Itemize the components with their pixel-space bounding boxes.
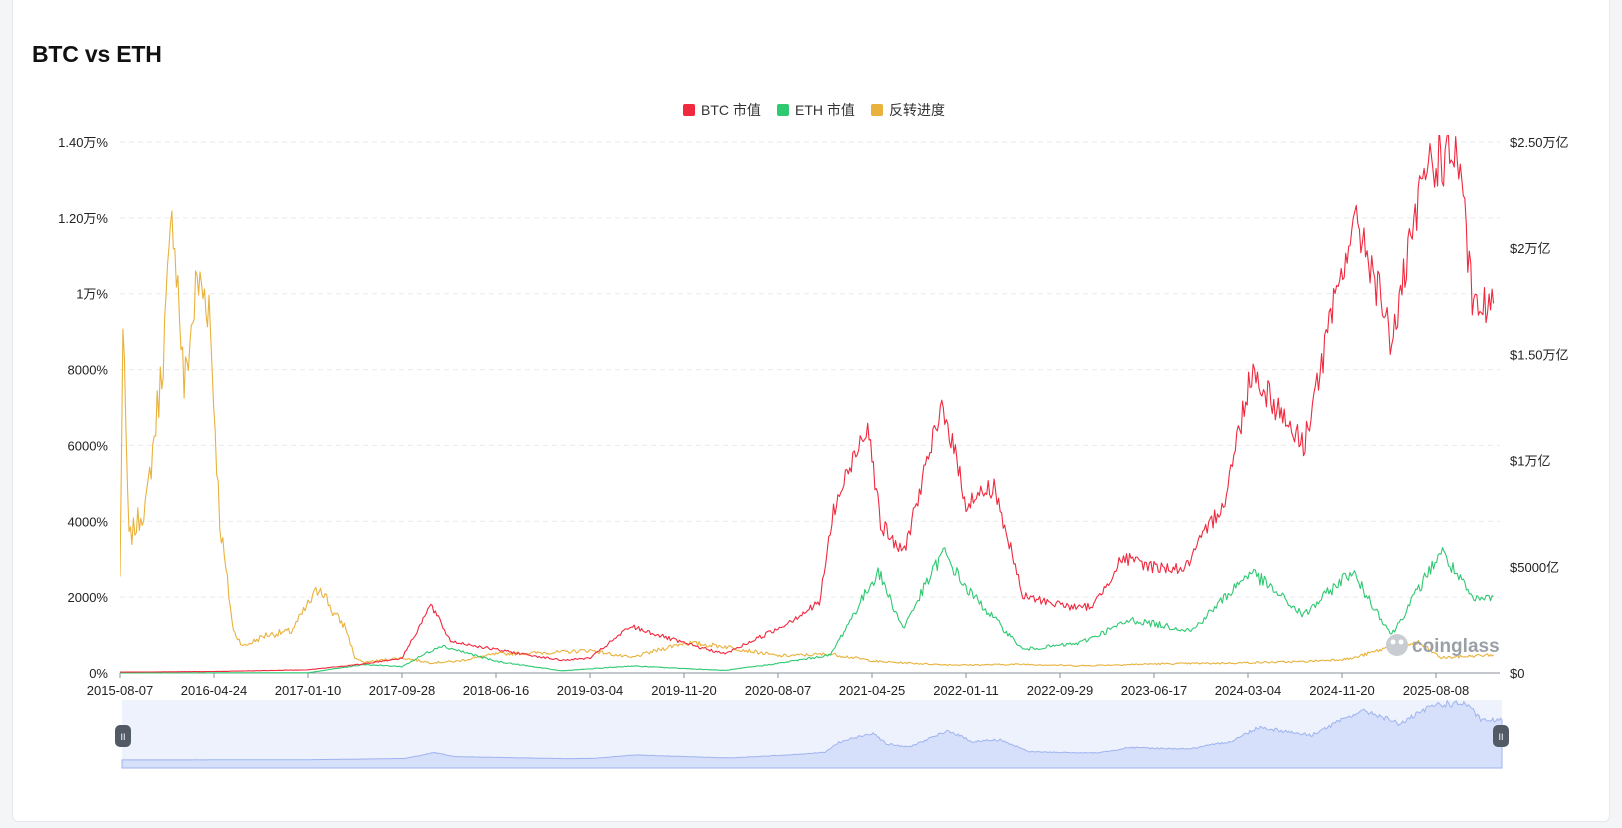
y-left-tick-label: 6000% — [68, 438, 109, 453]
x-tick-label: 2017-09-28 — [369, 683, 436, 698]
y-left-tick-label: 1.20万% — [58, 211, 108, 226]
slider-overview-area — [121, 699, 1503, 769]
handle-grip-icon: II — [120, 732, 125, 742]
x-tick-label: 2021-04-25 — [839, 683, 906, 698]
legend[interactable]: BTC 市值 ETH 市值 反转进度 — [683, 102, 945, 118]
zoom-slider[interactable]: II II — [115, 699, 1509, 769]
legend-swatch-icon — [683, 104, 695, 116]
series-line-btc — [120, 135, 1495, 673]
legend-item[interactable]: ETH 市值 — [777, 102, 855, 118]
coinglass-logo-eye-icon — [1390, 639, 1396, 645]
y-left-tick-label: 2000% — [68, 590, 109, 605]
y-axis-left: 0% 2000% 4000% 6000% 8000% 1万% 1.20万% 1.40万% — [58, 135, 108, 681]
y-right-tick-label: $2万亿 — [1510, 241, 1550, 256]
legend-label: 反转进度 — [889, 102, 945, 118]
coinglass-logo-icon — [1386, 634, 1408, 656]
x-tick-label: 2024-03-04 — [1215, 683, 1282, 698]
y-left-tick-label: 8000% — [68, 363, 109, 378]
x-tick-label: 2025-08-08 — [1403, 683, 1470, 698]
legend-label: BTC 市值 — [701, 102, 761, 118]
x-tick-label: 2019-11-20 — [651, 683, 717, 698]
x-tick-label: 2023-06-17 — [1121, 683, 1188, 698]
y-right-tick-label: $1.50万亿 — [1510, 347, 1569, 362]
x-tick-label: 2022-09-29 — [1027, 683, 1094, 698]
page-title: BTC vs ETH — [32, 41, 162, 67]
x-tick-label: 2019-03-04 — [557, 683, 624, 698]
y-left-tick-label: 1.40万% — [58, 135, 108, 150]
x-tick-label: 2022-01-11 — [933, 683, 999, 698]
handle-grip-icon: II — [1498, 732, 1503, 742]
x-tick-label: 2018-06-16 — [463, 683, 530, 698]
legend-swatch-icon — [777, 104, 789, 116]
y-right-tick-label: $2.50万亿 — [1510, 135, 1569, 150]
x-tick-label: 2020-08-07 — [745, 683, 812, 698]
y-right-tick-label: $1万亿 — [1510, 454, 1550, 469]
y-right-tick-label: $0 — [1510, 666, 1524, 681]
x-tick-label: 2024-11-20 — [1309, 683, 1375, 698]
legend-label: ETH 市值 — [795, 102, 855, 118]
legend-item[interactable]: BTC 市值 — [683, 102, 761, 118]
y-left-tick-label: 0% — [89, 666, 108, 681]
coinglass-watermark: coinglass — [1386, 634, 1500, 657]
chart-card: BTC vs ETH — [12, 0, 1610, 822]
slider-handle-left[interactable]: II — [115, 725, 131, 747]
x-tick-label: 2016-04-24 — [181, 683, 248, 698]
series-line-eth — [120, 547, 1494, 674]
series-layer — [120, 135, 1495, 674]
x-tick-label: 2015-08-07 — [87, 683, 154, 698]
x-tick-label: 2017-01-10 — [275, 683, 342, 698]
y-axis-right: $0 $5000亿 $1万亿 $1.50万亿 $2万亿 $2.50万亿 — [1510, 135, 1569, 681]
legend-item[interactable]: 反转进度 — [871, 102, 945, 118]
legend-swatch-icon — [871, 104, 883, 116]
coinglass-logo-eye-icon — [1398, 639, 1404, 645]
grid — [120, 141, 1500, 674]
watermark-text: coinglass — [1412, 636, 1500, 657]
y-right-tick-label: $5000亿 — [1510, 560, 1559, 575]
series-line-reversal — [120, 210, 1494, 667]
slider-handle-right[interactable]: II — [1493, 725, 1509, 747]
x-axis: 2015-08-07 2016-04-24 2017-01-10 2017-09-28… — [87, 673, 1470, 698]
y-left-tick-label: 1万% — [76, 287, 108, 302]
y-left-tick-label: 4000% — [68, 514, 109, 529]
